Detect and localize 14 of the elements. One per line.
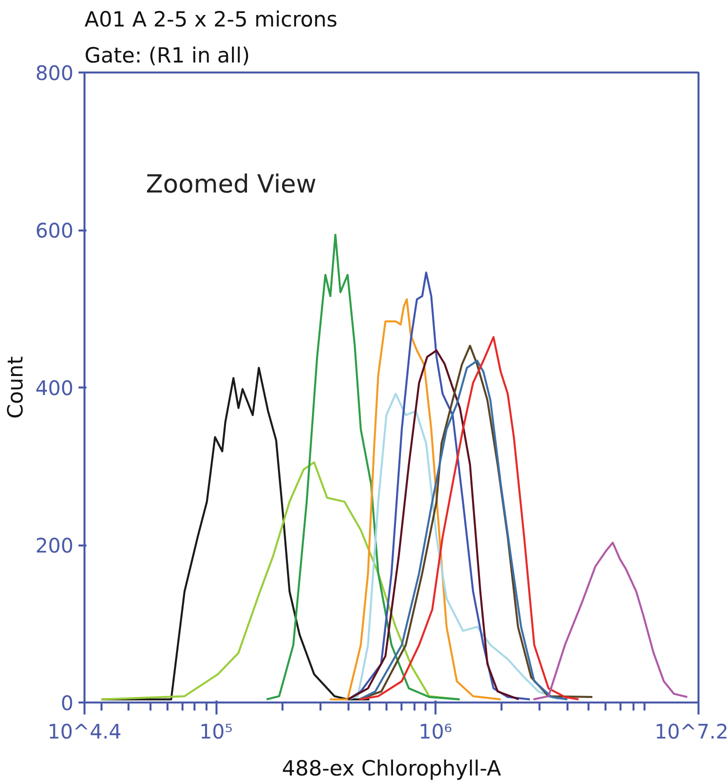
y-tick-label: 400 (35, 376, 74, 400)
y-axis-title: Count (3, 356, 28, 419)
x-axis-title: 488-ex Chlorophyll-A (282, 756, 502, 780)
x-tick-label: 10^7.2 (654, 720, 728, 744)
x-tick-label: 10⁶ (418, 720, 452, 744)
chart-subtitle: Gate: (R1 in all) (84, 44, 250, 68)
x-tick-label: 10^4.4 (47, 720, 122, 744)
chart-title: A01 A 2-5 x 2-5 microns (84, 8, 338, 32)
y-tick-label: 200 (35, 534, 74, 558)
y-tick-label: 0 (60, 691, 74, 715)
x-tick-label: 10⁵ (199, 720, 233, 744)
annotation: Zoomed View (146, 170, 316, 198)
y-tick-label: 600 (35, 218, 74, 242)
y-tick-label: 800 (35, 61, 74, 85)
